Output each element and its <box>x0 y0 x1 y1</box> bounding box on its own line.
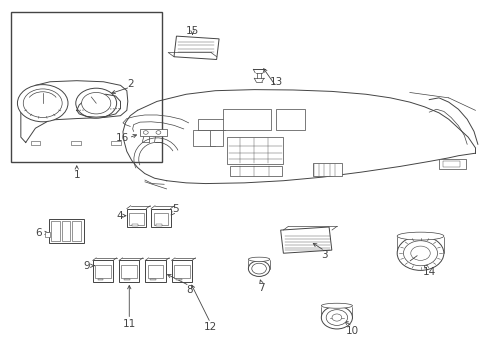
Bar <box>276 109 305 130</box>
Bar <box>193 130 215 146</box>
Bar <box>93 260 113 282</box>
Bar <box>126 208 146 227</box>
Circle shape <box>331 314 341 321</box>
Bar <box>198 119 224 130</box>
Bar <box>174 36 219 59</box>
Bar <box>131 224 137 226</box>
Bar <box>156 224 162 226</box>
Circle shape <box>156 131 161 134</box>
Bar <box>153 213 168 225</box>
Text: 13: 13 <box>269 77 282 87</box>
Circle shape <box>410 246 429 260</box>
Bar <box>438 158 465 169</box>
Circle shape <box>403 241 437 266</box>
Bar <box>95 265 111 278</box>
Bar <box>45 232 49 237</box>
Bar <box>123 279 129 280</box>
Bar <box>51 221 60 241</box>
Text: 12: 12 <box>203 322 217 332</box>
Circle shape <box>81 93 111 114</box>
Text: 1: 1 <box>73 170 80 180</box>
Bar <box>61 221 70 241</box>
Bar <box>147 265 163 278</box>
Bar <box>121 265 137 278</box>
Text: 4: 4 <box>116 211 122 221</box>
Text: 7: 7 <box>258 283 264 293</box>
Bar <box>171 260 192 282</box>
Bar <box>49 219 84 243</box>
Bar <box>129 213 143 225</box>
Ellipse shape <box>396 232 443 240</box>
Bar <box>210 130 222 146</box>
Bar <box>176 279 182 280</box>
Circle shape <box>396 236 443 270</box>
Bar <box>98 279 103 280</box>
Bar <box>227 137 283 164</box>
Bar <box>30 141 40 145</box>
Circle shape <box>143 131 148 134</box>
Text: 8: 8 <box>186 285 192 295</box>
Text: 5: 5 <box>172 204 179 214</box>
Bar <box>111 141 121 145</box>
Text: 6: 6 <box>35 228 41 238</box>
Bar <box>72 221 81 241</box>
Bar <box>222 109 271 130</box>
Bar <box>150 279 156 280</box>
Text: 10: 10 <box>345 326 358 336</box>
Bar <box>442 161 459 167</box>
Circle shape <box>23 89 62 117</box>
Text: 15: 15 <box>185 26 199 36</box>
Bar <box>145 260 165 282</box>
Bar <box>174 265 189 278</box>
Bar <box>312 163 341 176</box>
Circle shape <box>251 263 266 274</box>
Circle shape <box>76 88 116 118</box>
Bar <box>119 260 139 282</box>
Text: 11: 11 <box>122 319 136 329</box>
Circle shape <box>321 306 352 329</box>
Ellipse shape <box>321 303 352 308</box>
Bar <box>71 141 81 145</box>
Text: 3: 3 <box>321 250 327 260</box>
Text: 14: 14 <box>422 267 435 277</box>
Bar <box>229 166 282 176</box>
Bar <box>280 227 331 253</box>
Text: 9: 9 <box>83 261 90 271</box>
Text: 2: 2 <box>127 78 133 89</box>
Bar <box>140 129 166 136</box>
Circle shape <box>248 261 269 276</box>
Text: 16: 16 <box>115 133 128 143</box>
Ellipse shape <box>248 257 269 261</box>
Circle shape <box>18 85 68 122</box>
Circle shape <box>325 310 347 325</box>
Bar <box>151 208 170 227</box>
Bar <box>11 12 162 162</box>
